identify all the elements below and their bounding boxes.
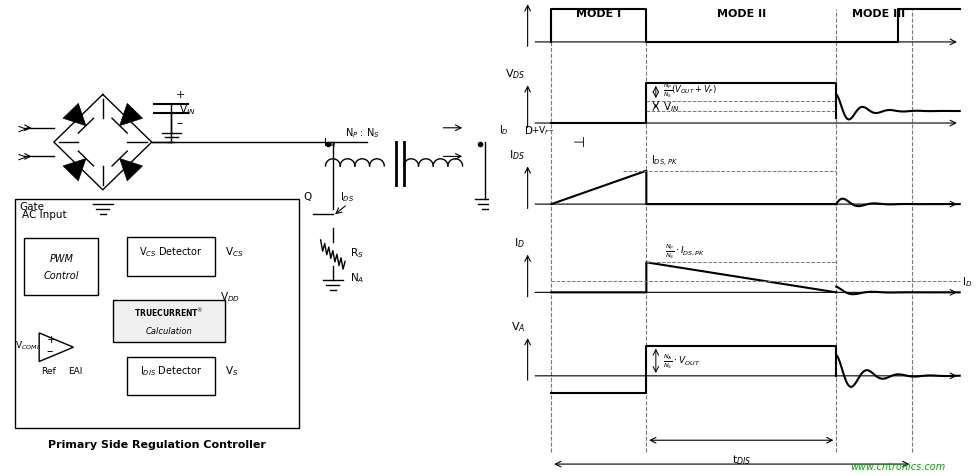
Text: –: – (46, 345, 53, 357)
Text: $\frac{N_A}{N_S} \cdot V_{OUT}$: $\frac{N_A}{N_S} \cdot V_{OUT}$ (662, 352, 699, 370)
Text: +: + (176, 90, 186, 100)
Text: Calculation: Calculation (146, 326, 192, 335)
Text: N$_P$ : N$_S$: N$_P$ : N$_S$ (344, 127, 379, 140)
Text: PWM: PWM (49, 254, 73, 264)
Text: ⊣: ⊣ (572, 136, 589, 150)
Text: Q: Q (303, 192, 311, 202)
Text: V$_{DS}$: V$_{DS}$ (505, 67, 525, 81)
Bar (15, 200, 298, 428)
Text: +V$_F$–: +V$_F$– (531, 124, 555, 137)
Polygon shape (119, 159, 143, 181)
Text: V$_A$: V$_A$ (511, 319, 525, 333)
Bar (127, 238, 215, 276)
Text: t$_S$: t$_S$ (726, 474, 736, 476)
Bar (112, 300, 225, 343)
Polygon shape (63, 159, 86, 181)
Text: I$_{DS}$: I$_{DS}$ (340, 190, 354, 204)
Text: I$_D$: I$_D$ (961, 274, 971, 288)
Text: V$_{DD}$: V$_{DD}$ (220, 290, 240, 304)
Text: Gate: Gate (20, 201, 45, 211)
Text: L$_M$: L$_M$ (323, 136, 337, 149)
Text: D: D (524, 125, 532, 135)
Text: N$_A$: N$_A$ (350, 271, 364, 285)
Text: AC Input: AC Input (22, 209, 67, 219)
Text: >: > (17, 122, 27, 135)
Text: MODE I: MODE I (576, 10, 621, 19)
Polygon shape (63, 104, 86, 127)
Text: Primary Side Regulation Controller: Primary Side Regulation Controller (48, 439, 265, 449)
Text: I$_{D}$: I$_{D}$ (513, 236, 525, 250)
Text: V$_{CS}$ Detector: V$_{CS}$ Detector (139, 245, 203, 258)
Text: V$_{COMI}$: V$_{COMI}$ (15, 338, 39, 351)
Text: MODE III: MODE III (852, 10, 905, 19)
Text: $\frac{N_P}{N_S}(V_{OUT}+V_F)$: $\frac{N_P}{N_S}(V_{OUT}+V_F)$ (662, 81, 716, 99)
Text: V$_{IN}$: V$_{IN}$ (662, 100, 679, 114)
Text: I$_D$: I$_D$ (499, 123, 509, 137)
Text: t$_{DIS}$: t$_{DIS}$ (731, 452, 750, 466)
Text: EAI: EAI (68, 367, 83, 376)
Text: $\frac{N_P}{N_S} \cdot I_{DS,PK}$: $\frac{N_P}{N_S} \cdot I_{DS,PK}$ (665, 242, 705, 260)
Text: Ref: Ref (41, 367, 57, 376)
Text: V$_{CS}$: V$_{CS}$ (225, 245, 244, 258)
Text: +: + (46, 335, 56, 345)
Text: V$_{IN}$: V$_{IN}$ (178, 103, 195, 116)
Text: MODE II: MODE II (716, 10, 765, 19)
Polygon shape (119, 104, 143, 127)
Bar (24, 238, 98, 295)
Text: R$_S$: R$_S$ (350, 246, 363, 259)
Text: Control: Control (43, 270, 79, 280)
Text: I$_{DS,PK}$: I$_{DS,PK}$ (650, 154, 678, 169)
Polygon shape (514, 134, 532, 151)
Bar (127, 357, 215, 395)
Text: –: – (176, 117, 182, 130)
Polygon shape (39, 333, 73, 362)
Text: I$_{DIS}$ Detector: I$_{DIS}$ Detector (140, 364, 202, 377)
Text: TRUECURRENT$^®$: TRUECURRENT$^®$ (134, 306, 203, 318)
Text: www.cntronics.com: www.cntronics.com (849, 461, 945, 471)
Text: V$_S$: V$_S$ (225, 364, 239, 377)
Text: I$_{DS}$: I$_{DS}$ (509, 148, 525, 162)
Text: >: > (17, 150, 27, 164)
